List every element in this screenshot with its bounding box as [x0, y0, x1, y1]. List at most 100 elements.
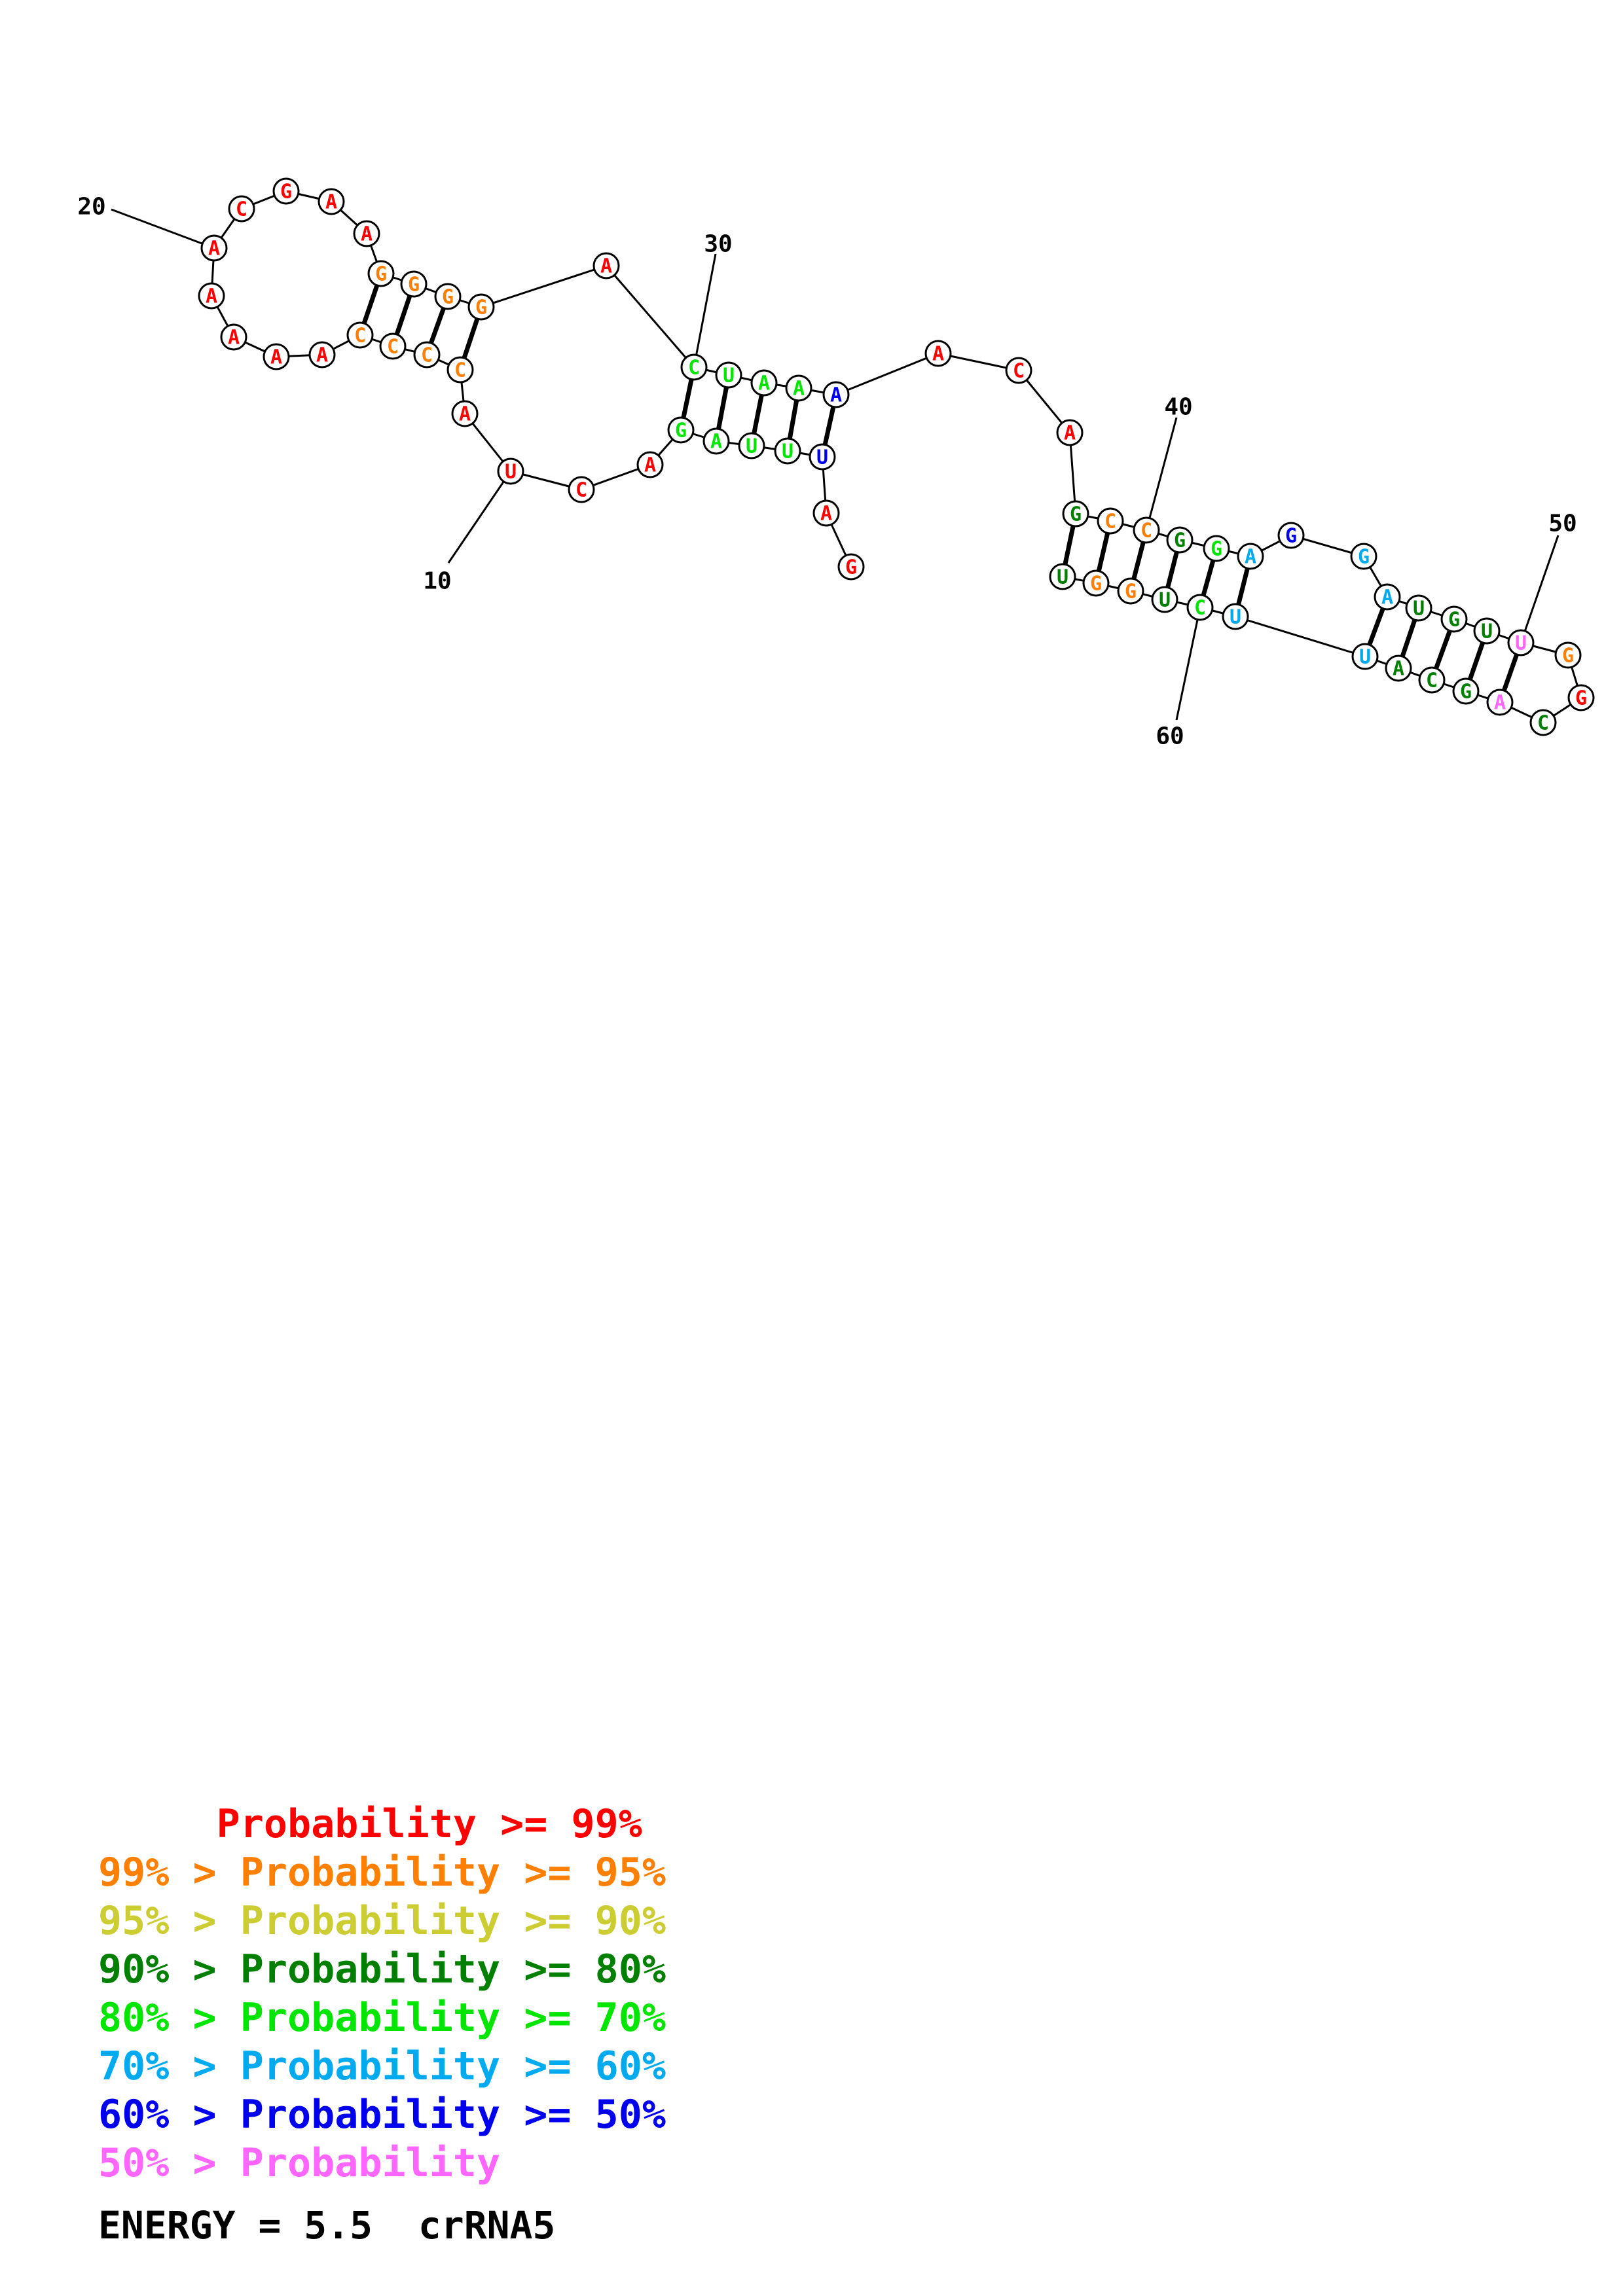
nucleotide-58: U — [1351, 643, 1379, 670]
nucleotide-base: G — [408, 274, 420, 296]
nucleotide-base: A — [325, 191, 337, 214]
nucleotide-23: A — [318, 188, 345, 215]
nucleotide-base: C — [1104, 511, 1116, 533]
position-label-50: 50 — [1548, 511, 1577, 537]
base-pair-line — [681, 378, 694, 419]
nucleotide-13: C — [413, 341, 441, 368]
nucleotide-circle — [1203, 535, 1230, 562]
nucleotide-circle — [667, 416, 695, 444]
base-pair-line — [1236, 567, 1250, 605]
legend-row-5: 80% > Probability >= 70% — [98, 1995, 666, 2041]
nucleotide-base: A — [932, 343, 944, 366]
nucleotide-base: U — [1481, 620, 1493, 643]
nucleotide-circle — [263, 343, 290, 370]
nucleotide-circle — [379, 332, 407, 360]
nucleotide-base: G — [280, 181, 292, 204]
nucleotide-44: G — [1277, 522, 1305, 549]
base-pair-line — [1400, 619, 1417, 658]
nucleotide-17: A — [263, 343, 290, 370]
nucleotide-base: A — [459, 403, 471, 426]
nucleotide-41: G — [1166, 526, 1194, 554]
nucleotide-base: U — [1057, 566, 1068, 589]
nucleotide-base: G — [1125, 581, 1137, 603]
position-tick — [1520, 535, 1559, 643]
legend-row-4: 90% > Probability >= 80% — [98, 1946, 666, 1992]
position-label-20: 20 — [77, 194, 105, 221]
nucleotide-59: U — [1222, 603, 1249, 630]
nucleotide-base: A — [830, 384, 842, 407]
nucleotide-28: G — [467, 293, 495, 321]
nucleotide-circle — [346, 321, 374, 349]
base-pair-line — [1502, 653, 1519, 692]
nucleotide-circle — [1186, 594, 1214, 621]
nucleotide-base: G — [375, 263, 387, 286]
nucleotide-30: C — [680, 353, 708, 381]
base-pair-line — [462, 317, 480, 359]
nucleotide-circle — [367, 260, 395, 287]
nucleotide-circle — [1082, 569, 1110, 597]
nucleotide-base: G — [675, 420, 687, 442]
base-pair-line — [429, 307, 446, 344]
nucleotide-42: G — [1203, 535, 1230, 562]
legend-row-1: Probability >= 99% — [98, 1801, 642, 1847]
nucleotide-circle — [1529, 709, 1557, 736]
nucleotide-7: G — [667, 416, 695, 444]
nucleotide-61: U — [1151, 586, 1178, 613]
nucleotide-circle — [1385, 655, 1412, 682]
nucleotide-base: C — [1426, 670, 1438, 692]
nucleotide-circle — [568, 476, 595, 503]
nucleotide-circle — [413, 341, 441, 368]
nucleotide-circle — [451, 400, 479, 427]
backbone-segment — [835, 352, 939, 396]
nucleotide-circle — [1097, 507, 1124, 535]
nucleotide-57: A — [1385, 655, 1412, 682]
nucleotide-circle — [434, 283, 462, 310]
nucleotide-base: A — [361, 223, 373, 246]
nucleotide-circle — [1440, 605, 1468, 633]
nucleotide-38: G — [1062, 500, 1089, 528]
nucleotide-26: G — [400, 270, 428, 298]
nucleotide-10: U — [497, 457, 524, 485]
nucleotide-circle — [822, 381, 850, 408]
nucleotide-circle — [272, 177, 300, 205]
base-pair-line — [1467, 641, 1486, 681]
nucleotide-50: U — [1507, 629, 1535, 656]
nucleotide-base: C — [236, 198, 247, 221]
nucleotide-32: A — [750, 369, 778, 397]
nucleotide-circle — [1405, 594, 1432, 622]
base-pair-line — [1201, 560, 1216, 596]
nucleotide-20: A — [200, 234, 228, 262]
nucleotide-39: C — [1097, 507, 1124, 535]
nucleotide-base: A — [820, 503, 832, 526]
nucleotide-circle — [785, 374, 812, 402]
nucleotide-24: A — [353, 220, 380, 247]
nucleotide-base: U — [1159, 589, 1171, 612]
nucleotide-circle — [680, 353, 708, 381]
nucleotide-circle — [837, 553, 865, 581]
nucleotide-base: U — [1359, 646, 1371, 669]
backbone-segment — [1235, 615, 1366, 658]
nucleotide-base: A — [1245, 546, 1256, 569]
nucleotide-16: A — [308, 341, 336, 368]
position-label-30: 30 — [704, 231, 732, 258]
nucleotide-52: G — [1567, 684, 1595, 711]
nucleotide-base: G — [1090, 573, 1102, 596]
nucleotide-circle — [1222, 603, 1249, 630]
nucleotide-47: U — [1405, 594, 1432, 622]
nucleotide-63: G — [1082, 569, 1110, 597]
nucleotide-62: G — [1117, 577, 1144, 605]
nucleotide-base: U — [1413, 598, 1425, 620]
nucleotide-6: A — [702, 427, 730, 455]
nucleotide-base: G — [1358, 546, 1370, 569]
base-pair-line — [822, 406, 836, 446]
nucleotide-1: G — [837, 553, 865, 581]
nucleotide-56: C — [1418, 666, 1446, 694]
nucleotide-base: C — [1537, 712, 1549, 735]
nucleotide-34: A — [822, 381, 850, 408]
nucleotide-base: G — [475, 296, 487, 319]
nucleotide-circle — [593, 252, 620, 279]
nucleotide-circle — [1486, 689, 1514, 716]
nucleotide-4: U — [774, 437, 801, 465]
base-pair-line — [1131, 541, 1146, 580]
